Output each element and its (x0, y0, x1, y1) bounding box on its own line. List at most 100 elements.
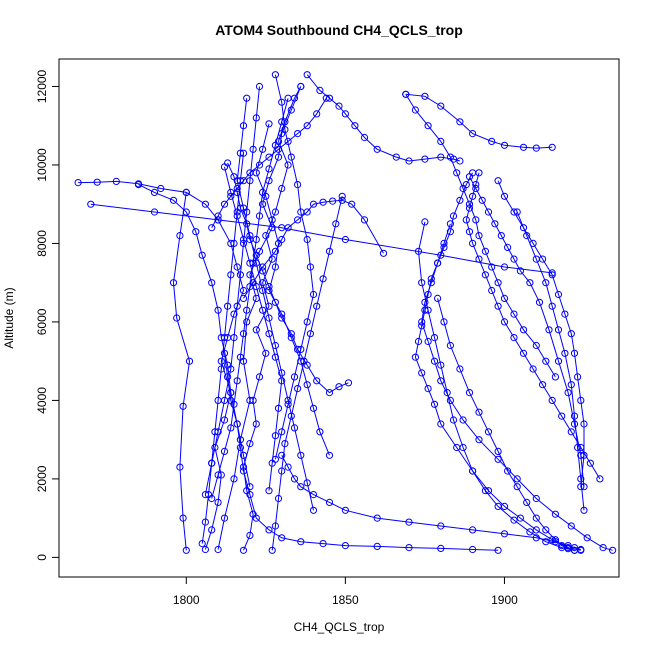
data-point (239, 451, 248, 459)
data-point (214, 396, 222, 404)
data-point (169, 196, 178, 204)
data-point (265, 487, 273, 495)
data-point (319, 540, 327, 548)
data-point (469, 239, 477, 247)
data-point (182, 546, 190, 554)
data-point (252, 283, 260, 291)
data-point (411, 353, 419, 361)
data-point (157, 184, 165, 193)
data-point (586, 459, 595, 467)
data-point (243, 318, 251, 326)
y-tick-label: 6000 (35, 308, 49, 335)
data-point (554, 357, 563, 365)
data-point (440, 239, 448, 247)
data-point (494, 302, 502, 310)
series-19 (494, 177, 588, 491)
data-point (255, 82, 264, 91)
data-point (290, 373, 299, 381)
data-point (348, 200, 356, 208)
data-point (198, 251, 206, 259)
data-point (233, 420, 241, 428)
data-point (201, 545, 209, 554)
data-point (574, 373, 582, 381)
data-point (469, 545, 477, 554)
data-point (580, 451, 588, 459)
data-point (284, 463, 292, 471)
data-point (255, 212, 264, 220)
data-point (475, 255, 483, 263)
data-point (335, 383, 343, 391)
series-line (271, 196, 343, 551)
y-axis: 0 2000 4000 6000 8000 10000 12000 (35, 69, 60, 561)
y-axis-label: Altitude (m) (2, 287, 16, 348)
data-point (246, 531, 254, 540)
data-point (434, 259, 442, 267)
data-point (554, 326, 563, 334)
data-point (220, 334, 229, 342)
data-point (462, 181, 470, 189)
data-point (319, 198, 327, 206)
series-line (227, 162, 349, 394)
data-point (297, 345, 305, 353)
data-point (434, 294, 442, 302)
data-point (558, 412, 566, 420)
x-tick-label: 1900 (491, 593, 518, 607)
data-point (297, 208, 305, 216)
data-point (564, 545, 572, 553)
data-point (239, 546, 248, 554)
data-point (475, 232, 483, 240)
data-point (465, 389, 474, 397)
data-point (481, 247, 489, 255)
data-point (567, 428, 575, 436)
series-24 (201, 82, 264, 499)
data-point (325, 451, 334, 459)
data-point (179, 402, 187, 410)
series-line (204, 86, 260, 495)
data-point (456, 365, 464, 373)
chart-title: ATOM4 Southbound CH4_QCLS_trop (215, 22, 463, 38)
data-point (278, 184, 286, 193)
data-point (341, 235, 349, 244)
data-point (609, 546, 617, 554)
data-point (243, 94, 251, 102)
data-point (360, 133, 369, 142)
data-point (500, 294, 509, 302)
data-point (230, 475, 238, 483)
data-point (510, 255, 518, 263)
data-point (459, 443, 467, 452)
data-point (418, 318, 426, 326)
data-point (290, 475, 299, 483)
data-point (278, 118, 286, 126)
data-point (430, 334, 439, 342)
data-point (211, 443, 219, 452)
data-point (532, 514, 540, 522)
data-point (169, 279, 178, 287)
data-point (449, 416, 458, 424)
x-axis: 1800 1850 1900 (173, 576, 518, 607)
data-point (373, 542, 381, 551)
data-point (494, 177, 502, 185)
data-point (510, 516, 518, 524)
data-point (252, 326, 260, 334)
x-tick-label: 1800 (173, 593, 200, 607)
data-point (418, 369, 426, 377)
data-point (319, 275, 327, 283)
data-point (287, 330, 295, 338)
data-point (424, 385, 432, 393)
data-point (220, 514, 229, 522)
data-point (176, 463, 184, 471)
data-point (246, 440, 254, 448)
data-point (274, 494, 283, 503)
data-point (211, 428, 219, 436)
data-point (402, 90, 410, 98)
data-point (227, 271, 235, 279)
data-point (297, 538, 305, 546)
data-point (465, 204, 474, 212)
data-point (208, 279, 216, 287)
data-point (230, 239, 238, 247)
data-point (278, 428, 286, 436)
data-point (570, 546, 579, 554)
data-point (475, 169, 483, 177)
data-point (574, 443, 582, 452)
